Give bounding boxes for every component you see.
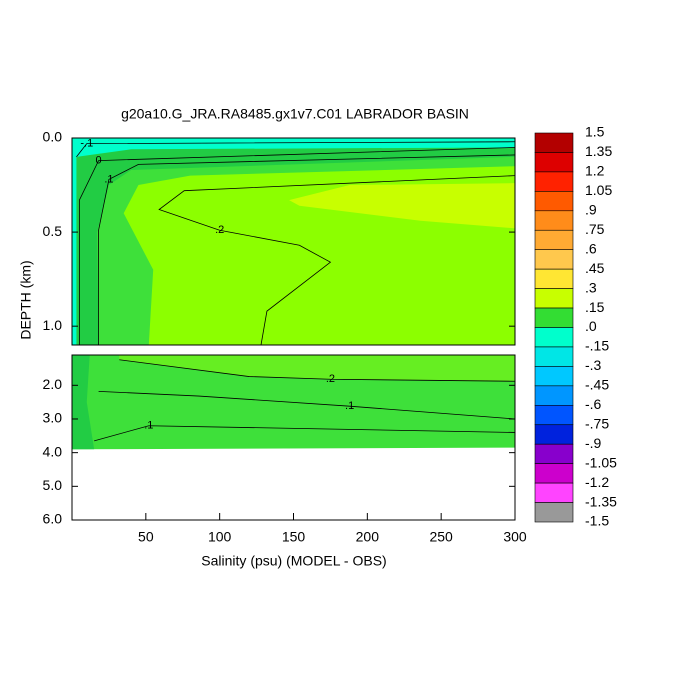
contour-line [94, 425, 515, 442]
colorbar-label: .45 [585, 260, 605, 276]
colorbar-label: 1.5 [585, 124, 605, 140]
colorbar-box [534, 463, 574, 484]
contour-label: 0 [96, 154, 102, 166]
colorbar-box [534, 443, 574, 464]
colorbar-label: -.3 [585, 357, 602, 373]
colorbar-box [534, 385, 574, 406]
x-tick-label: 100 [208, 529, 232, 545]
colorbar-box [534, 346, 574, 367]
colorbar-box [534, 210, 574, 231]
colorbar-label: .15 [585, 299, 605, 315]
colorbar-box [534, 327, 574, 348]
contour-label: .2 [326, 373, 335, 385]
colorbar-box [534, 307, 574, 328]
colorbar-label: -1.35 [585, 493, 617, 509]
colorbar-label: -.6 [585, 396, 602, 412]
y-tick-label: 3.0 [43, 410, 63, 426]
colorbar-box [534, 171, 574, 192]
x-axis-label: Salinity (psu) (MODEL - OBS) [201, 553, 386, 569]
x-tick-label: 200 [356, 529, 380, 545]
colorbar-box [534, 132, 574, 153]
contour-region [72, 355, 95, 450]
y-tick-label: 6.0 [43, 511, 63, 527]
colorbar-box [534, 482, 574, 503]
y-tick-label: 4.0 [43, 443, 63, 459]
colorbar-label: -.15 [585, 338, 609, 354]
contour-line [98, 154, 515, 345]
contour-line [158, 175, 515, 345]
x-tick-label: 50 [138, 529, 154, 545]
y-tick-label: 5.0 [43, 477, 63, 493]
colorbar-label: .3 [585, 279, 597, 295]
colorbar-box [534, 502, 574, 523]
contour-label: .1 [104, 173, 113, 185]
colorbar-box [534, 152, 574, 173]
colorbar-label: .0 [585, 318, 597, 334]
contour-line [98, 390, 515, 420]
contour-line [78, 147, 515, 345]
colorbar-box [534, 424, 574, 445]
colorbar-label: -1.05 [585, 454, 617, 470]
colorbar-box [534, 191, 574, 212]
colorbar-label: .9 [585, 202, 597, 218]
y-tick-label: 1.0 [43, 317, 63, 333]
y-axis-label: DEPTH (km) [18, 260, 34, 339]
colorbar-label: .6 [585, 240, 597, 256]
colorbar-label: -.45 [585, 377, 609, 393]
colorbar-box [534, 268, 574, 289]
contour-label: .2 [215, 224, 224, 236]
y-tick-label: 2.0 [43, 376, 63, 392]
colorbar-box [534, 288, 574, 309]
colorbar-label: -.75 [585, 415, 609, 431]
y-tick-label: 0.5 [43, 223, 63, 239]
colorbar-label: 1.05 [585, 182, 612, 198]
x-tick-label: 250 [429, 529, 453, 545]
contour-label: -.1 [80, 138, 93, 150]
colorbar-box [534, 229, 574, 251]
contour-line [76, 141, 515, 158]
colorbar-box [534, 366, 574, 387]
colorbar-label: -1.5 [585, 513, 609, 529]
contour-region [119, 355, 515, 382]
colorbar-label: -.9 [585, 435, 602, 451]
colorbar-box [534, 249, 574, 270]
contour-line [119, 359, 515, 382]
contour-label: .1 [345, 400, 354, 412]
colorbar-label: -1.2 [585, 474, 609, 490]
chart-title: g20a10.G_JRA.RA8485.gx1v7.C01 LABRADOR B… [121, 106, 469, 122]
x-tick-label: 150 [282, 529, 306, 545]
contour-label: .1 [144, 420, 153, 432]
x-tick-label: 300 [503, 529, 527, 545]
colorbar-box [534, 404, 574, 426]
contour-region [289, 183, 515, 229]
colorbar-label: 1.2 [585, 163, 605, 179]
y-tick-label: 0.0 [43, 129, 63, 145]
colorbar-label: 1.35 [585, 143, 612, 159]
colorbar-label: .75 [585, 221, 605, 237]
panel-frame [71, 137, 516, 346]
